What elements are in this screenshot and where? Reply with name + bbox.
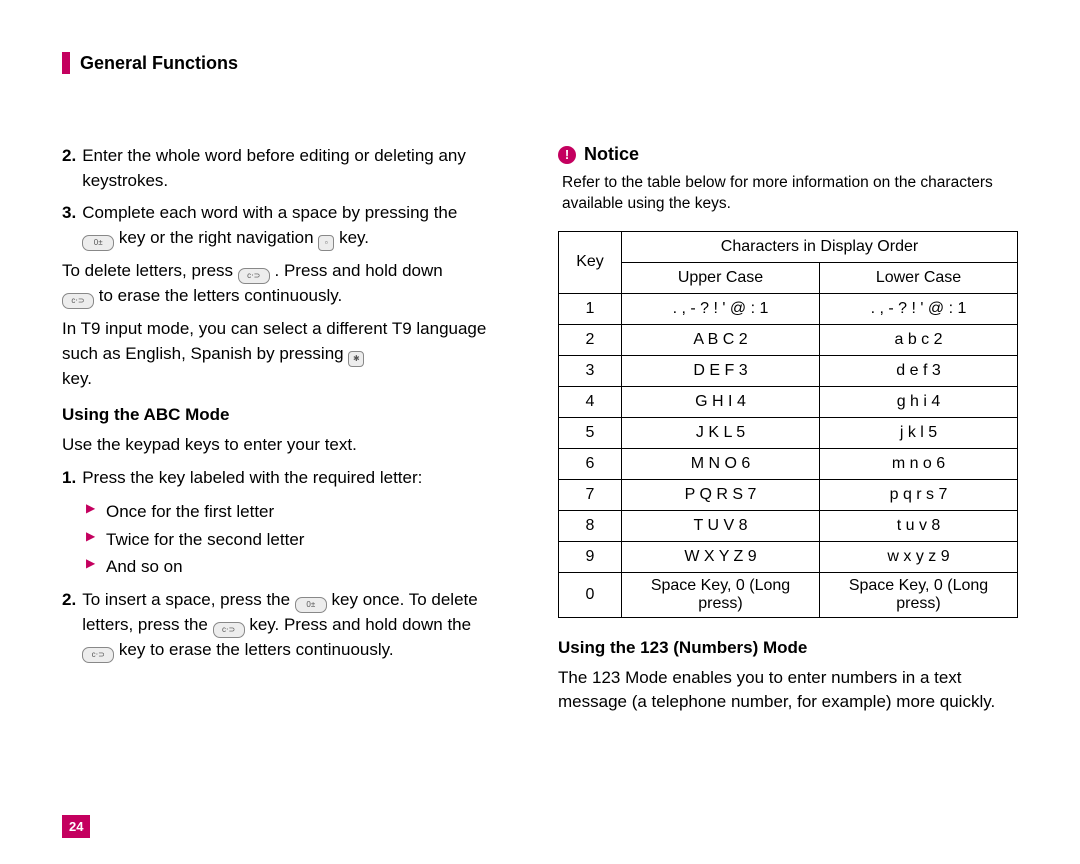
upper-cell: D E F 3 <box>622 355 820 386</box>
key-cell: 8 <box>559 510 622 541</box>
lower-cell: d e f 3 <box>820 355 1018 386</box>
upper-cell: G H I 4 <box>622 386 820 417</box>
table-header-row: Key Characters in Display Order <box>559 231 1018 262</box>
clear-key-icon: c⋅⊃ <box>238 268 270 284</box>
upper-cell: T U V 8 <box>622 510 820 541</box>
content-columns: 2. Enter the whole word before editing o… <box>62 144 1018 723</box>
step-3: 3. Complete each word with a space by pr… <box>62 201 522 251</box>
step-number: 3. <box>62 201 76 251</box>
step-text: Complete each word with a space by press… <box>82 201 522 251</box>
clear-key-icon: c⋅⊃ <box>213 622 245 638</box>
notice-text: Refer to the table below for more inform… <box>562 173 1018 215</box>
key-cell: 1 <box>559 293 622 324</box>
step-number: 2. <box>62 588 76 663</box>
upper-cell: . , - ? ! ' @ : 1 <box>622 293 820 324</box>
t9-instruction: In T9 input mode, you can select a diffe… <box>62 317 522 391</box>
span-header: Characters in Display Order <box>622 231 1018 262</box>
table-subheader-row: Upper Case Lower Case <box>559 262 1018 293</box>
lower-cell: Space Key, 0 (Long press) <box>820 572 1018 617</box>
manual-page: General Functions 2. Enter the whole wor… <box>0 0 1080 864</box>
upper-cell: Space Key, 0 (Long press) <box>622 572 820 617</box>
lower-cell: g h i 4 <box>820 386 1018 417</box>
step-number: 1. <box>62 466 76 491</box>
zero-key-icon: 0± <box>82 235 114 251</box>
lower-cell: j k l 5 <box>820 417 1018 448</box>
table-row: 9W X Y Z 9w x y z 9 <box>559 541 1018 572</box>
notice-header: ! Notice <box>558 144 1018 165</box>
page-number: 24 <box>62 815 90 838</box>
upper-cell: P Q R S 7 <box>622 479 820 510</box>
step-2: 2. Enter the whole word before editing o… <box>62 144 522 193</box>
table-row: 4G H I 4g h i 4 <box>559 386 1018 417</box>
key-cell: 2 <box>559 324 622 355</box>
list-item: And so on <box>86 553 522 580</box>
upper-cell: J K L 5 <box>622 417 820 448</box>
delete-instruction: To delete letters, press c⋅⊃ . Press and… <box>62 259 522 309</box>
table-row: 7P Q R S 7p q r s 7 <box>559 479 1018 510</box>
lang-key-icon: ✱ <box>348 351 364 367</box>
table-row: 6M N O 6m n o 6 <box>559 448 1018 479</box>
nav-key-icon: ▫ <box>318 235 334 251</box>
notice-label: Notice <box>584 144 639 165</box>
character-table: Key Characters in Display Order Upper Ca… <box>558 231 1018 618</box>
key-cell: 9 <box>559 541 622 572</box>
right-column: ! Notice Refer to the table below for mo… <box>558 144 1018 723</box>
key-cell: 4 <box>559 386 622 417</box>
abc-step-2: 2. To insert a space, press the 0± key o… <box>62 588 522 663</box>
mode123-text: The 123 Mode enables you to enter number… <box>558 666 1018 715</box>
key-cell: 0 <box>559 572 622 617</box>
key-cell: 6 <box>559 448 622 479</box>
abc-mode-heading: Using the ABC Mode <box>62 405 522 425</box>
step-text: Press the key labeled with the required … <box>82 466 522 491</box>
table-row: 0Space Key, 0 (Long press)Space Key, 0 (… <box>559 572 1018 617</box>
table-row: 1. , - ? ! ' @ : 1. , - ? ! ' @ : 1 <box>559 293 1018 324</box>
clear-key-icon: c⋅⊃ <box>62 293 94 309</box>
lower-cell: w x y z 9 <box>820 541 1018 572</box>
list-item: Once for the first letter <box>86 498 522 525</box>
list-item: Twice for the second letter <box>86 526 522 553</box>
mode123-heading: Using the 123 (Numbers) Mode <box>558 638 1018 658</box>
lower-header: Lower Case <box>820 262 1018 293</box>
lower-cell: m n o 6 <box>820 448 1018 479</box>
header-accent-bar <box>62 52 70 74</box>
key-cell: 3 <box>559 355 622 386</box>
upper-cell: A B C 2 <box>622 324 820 355</box>
left-column: 2. Enter the whole word before editing o… <box>62 144 522 723</box>
upper-header: Upper Case <box>622 262 820 293</box>
lower-cell: . , - ? ! ' @ : 1 <box>820 293 1018 324</box>
key-header: Key <box>559 231 622 293</box>
clear-key-icon: c⋅⊃ <box>82 647 114 663</box>
notice-icon: ! <box>558 146 576 164</box>
lower-cell: t u v 8 <box>820 510 1018 541</box>
abc-step-1: 1. Press the key labeled with the requir… <box>62 466 522 491</box>
letter-press-list: Once for the first letter Twice for the … <box>86 498 522 580</box>
step-text: Enter the whole word before editing or d… <box>82 144 522 193</box>
upper-cell: M N O 6 <box>622 448 820 479</box>
upper-cell: W X Y Z 9 <box>622 541 820 572</box>
lower-cell: a b c 2 <box>820 324 1018 355</box>
header-title: General Functions <box>80 53 238 74</box>
step-text: To insert a space, press the 0± key once… <box>82 588 522 663</box>
lower-cell: p q r s 7 <box>820 479 1018 510</box>
abc-intro: Use the keypad keys to enter your text. <box>62 433 522 458</box>
zero-key-icon: 0± <box>295 597 327 613</box>
table-row: 5J K L 5j k l 5 <box>559 417 1018 448</box>
table-row: 3D E F 3d e f 3 <box>559 355 1018 386</box>
table-row: 8T U V 8t u v 8 <box>559 510 1018 541</box>
page-header: General Functions <box>62 52 1018 74</box>
step-number: 2. <box>62 144 76 193</box>
table-row: 2A B C 2a b c 2 <box>559 324 1018 355</box>
key-cell: 7 <box>559 479 622 510</box>
key-cell: 5 <box>559 417 622 448</box>
